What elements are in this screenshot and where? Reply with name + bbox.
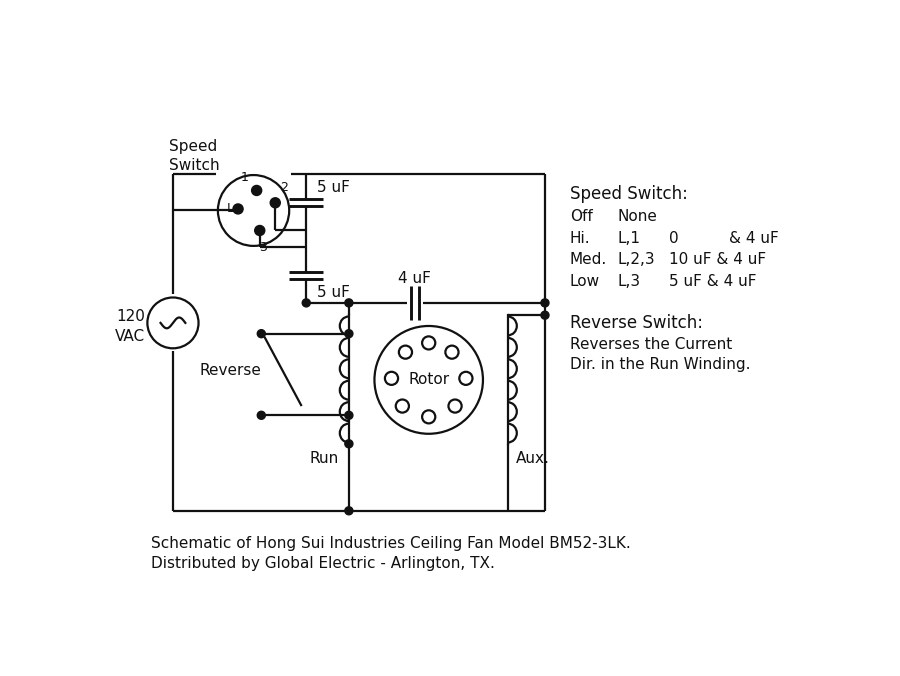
Text: Hi.: Hi. — [570, 231, 590, 245]
Text: 4 uF: 4 uF — [399, 271, 431, 286]
Circle shape — [257, 330, 266, 338]
Text: 3: 3 — [259, 241, 266, 254]
Text: VAC: VAC — [115, 329, 146, 344]
Circle shape — [233, 204, 243, 214]
Text: 10 uF & 4 uF: 10 uF & 4 uF — [669, 252, 766, 267]
Circle shape — [302, 299, 310, 307]
Circle shape — [345, 299, 353, 307]
Circle shape — [345, 507, 353, 515]
Text: Rotor: Rotor — [408, 372, 449, 387]
Text: Dir. in the Run Winding.: Dir. in the Run Winding. — [570, 357, 751, 372]
Text: Off: Off — [570, 209, 592, 224]
Text: Run: Run — [310, 452, 338, 466]
Text: 120: 120 — [116, 309, 145, 324]
Text: Speed Switch:: Speed Switch: — [570, 185, 688, 203]
Text: L,3: L,3 — [617, 274, 641, 289]
Circle shape — [541, 311, 549, 319]
Circle shape — [252, 185, 262, 195]
Text: Reverses the Current: Reverses the Current — [570, 337, 732, 352]
Text: L,2,3: L,2,3 — [617, 252, 655, 267]
Text: 2: 2 — [280, 180, 288, 193]
Text: None: None — [617, 209, 658, 224]
Text: L,1: L,1 — [617, 231, 641, 245]
Text: Reverse Switch:: Reverse Switch: — [570, 314, 703, 332]
Text: Switch: Switch — [169, 158, 220, 173]
Text: 5 uF & 4 uF: 5 uF & 4 uF — [669, 274, 756, 289]
Circle shape — [345, 440, 353, 448]
Text: Low: Low — [570, 274, 600, 289]
Text: 5 uF: 5 uF — [317, 285, 350, 299]
Text: Distributed by Global Electric - Arlington, TX.: Distributed by Global Electric - Arlingt… — [151, 556, 495, 571]
Text: Reverse: Reverse — [200, 363, 261, 378]
Text: Schematic of Hong Sui Industries Ceiling Fan Model BM52-3LK.: Schematic of Hong Sui Industries Ceiling… — [151, 535, 631, 551]
Circle shape — [255, 226, 265, 235]
Text: Speed: Speed — [169, 139, 217, 153]
Circle shape — [345, 330, 353, 338]
Text: 5 uF: 5 uF — [317, 180, 350, 195]
Text: L: L — [227, 201, 233, 215]
Text: Aux.: Aux. — [516, 452, 550, 466]
Circle shape — [270, 198, 280, 208]
Circle shape — [257, 411, 266, 419]
Text: 0: 0 — [669, 231, 679, 245]
Text: & 4 uF: & 4 uF — [729, 231, 778, 245]
Text: 1: 1 — [240, 171, 248, 185]
Text: Med.: Med. — [570, 252, 607, 267]
Circle shape — [541, 299, 549, 307]
Circle shape — [345, 411, 353, 419]
